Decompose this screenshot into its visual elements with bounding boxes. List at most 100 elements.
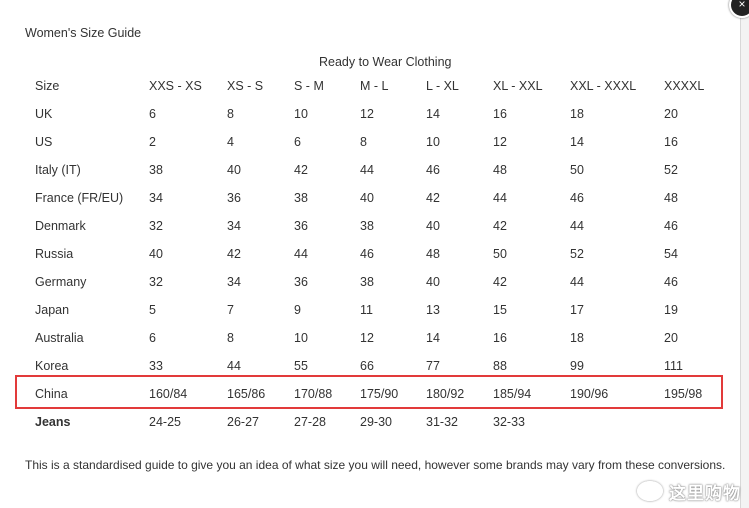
size-cell: 34 <box>227 219 241 233</box>
size-cell: 48 <box>664 191 678 205</box>
size-cell: 12 <box>360 331 374 345</box>
size-cell: 44 <box>493 191 507 205</box>
size-cell: 38 <box>360 219 374 233</box>
size-cell: 55 <box>294 359 308 373</box>
size-cell: 16 <box>664 135 678 149</box>
size-cell <box>562 408 656 436</box>
size-header-cell: XXXXL <box>664 79 705 93</box>
size-cell: 190/96 <box>570 387 609 401</box>
size-cell: 40 <box>360 191 374 205</box>
size-cell: 20 <box>664 107 678 121</box>
table-row: Australia 6 8 10 12 14 16 18 20 <box>27 324 716 352</box>
row-label: France (FR/EU) <box>35 191 124 205</box>
size-cell: 44 <box>570 219 584 233</box>
row-label: Australia <box>35 331 84 345</box>
size-cell: 36 <box>294 275 308 289</box>
size-cell: 14 <box>426 331 440 345</box>
size-cell: 42 <box>493 219 507 233</box>
size-cell: 38 <box>294 191 308 205</box>
size-cell: 20 <box>664 331 678 345</box>
size-cell: 14 <box>570 135 584 149</box>
size-cell <box>656 408 716 436</box>
size-cell: 40 <box>149 247 163 261</box>
size-cell: 24-25 <box>149 415 181 429</box>
size-cell: 111 <box>664 359 684 373</box>
table-row: Denmark 32 34 36 38 40 42 44 46 <box>27 212 716 240</box>
size-cell: 48 <box>493 163 507 177</box>
china-row-highlight <box>15 375 723 409</box>
size-header-cell: XL - XXL <box>493 79 543 93</box>
size-cell: 46 <box>664 219 678 233</box>
size-cell: 170/88 <box>294 387 333 401</box>
size-cell: 46 <box>664 275 678 289</box>
size-cell: 11 <box>360 303 373 317</box>
size-header-cell: XXS - XS <box>149 79 202 93</box>
size-cell: 8 <box>360 135 367 149</box>
table-row: France (FR/EU) 34 36 38 40 42 44 46 48 <box>27 184 716 212</box>
size-cell: 40 <box>426 275 440 289</box>
row-label: US <box>35 135 53 149</box>
row-label: Russia <box>35 247 74 261</box>
table-row: Japan 5 7 9 11 13 15 17 19 <box>27 296 716 324</box>
size-cell: 10 <box>294 107 308 121</box>
table-row: UK 6 8 10 12 14 16 18 20 <box>27 100 716 128</box>
size-cell: 52 <box>664 163 678 177</box>
table-caption: Ready to Wear Clothing <box>319 55 452 69</box>
size-cell: 42 <box>426 191 440 205</box>
row-label: UK <box>35 107 53 121</box>
size-cell: 17 <box>570 303 584 317</box>
size-cell: 12 <box>493 135 507 149</box>
size-cell: 44 <box>360 163 374 177</box>
size-cell: 14 <box>426 107 440 121</box>
size-cell: 42 <box>294 163 308 177</box>
table-row: Russia 40 42 44 46 48 50 52 54 <box>27 240 716 268</box>
size-cell: 6 <box>294 135 301 149</box>
size-cell: 4 <box>227 135 234 149</box>
size-cell: 185/94 <box>493 387 532 401</box>
size-cell: 19 <box>664 303 678 317</box>
row-label: Korea <box>35 359 69 373</box>
size-cell: 180/92 <box>426 387 465 401</box>
size-cell: 44 <box>570 275 584 289</box>
size-cell: 34 <box>149 191 163 205</box>
size-cell: 44 <box>294 247 308 261</box>
size-cell: 48 <box>426 247 440 261</box>
size-cell: 18 <box>570 331 584 345</box>
size-cell: 99 <box>570 359 584 373</box>
footnote: This is a standardised guide to give you… <box>25 458 726 472</box>
size-cell: 32 <box>149 219 163 233</box>
row-label: Italy (IT) <box>35 163 81 177</box>
size-cell: 46 <box>570 191 584 205</box>
size-cell: 38 <box>360 275 374 289</box>
size-cell: 32-33 <box>493 415 525 429</box>
row-label: Germany <box>35 275 87 289</box>
size-cell: 29-30 <box>360 415 392 429</box>
size-header-cell: XXL - XXXL <box>570 79 637 93</box>
size-cell: 36 <box>294 219 308 233</box>
table-row: Italy (IT) 38 40 42 44 46 48 50 52 <box>27 156 716 184</box>
table-row: Germany 32 34 36 38 40 42 44 46 <box>27 268 716 296</box>
size-header-cell: XS - S <box>227 79 264 93</box>
table-header-label: Size <box>35 79 60 93</box>
close-icon[interactable]: × <box>729 0 749 18</box>
size-cell: 66 <box>360 359 374 373</box>
page-title: Women's Size Guide <box>25 26 142 40</box>
size-cell: 52 <box>570 247 584 261</box>
table-row: Jeans 24-25 26-27 27-28 29-30 31-32 32-33 <box>27 408 716 436</box>
size-cell: 46 <box>360 247 374 261</box>
size-cell: 26-27 <box>227 415 259 429</box>
table-row: US 2 4 6 8 10 12 14 16 <box>27 128 716 156</box>
size-cell: 33 <box>149 359 163 373</box>
size-cell: 34 <box>227 275 241 289</box>
size-cell: 16 <box>493 107 507 121</box>
table-row: China 160/84 165/86 170/88 175/90 180/92 185/9… <box>27 380 716 408</box>
size-cell: 10 <box>426 135 440 149</box>
size-cell: 10 <box>294 331 308 345</box>
row-label: Japan <box>35 303 70 317</box>
size-cell: 12 <box>360 107 374 121</box>
table-header-row: Size XXS - XS XS - S S - M M - L L - XL XL - X… <box>27 72 716 100</box>
size-cell: 46 <box>426 163 440 177</box>
size-cell: 13 <box>426 303 440 317</box>
size-header-cell: L - XL <box>426 79 459 93</box>
size-cell: 160/84 <box>149 387 188 401</box>
